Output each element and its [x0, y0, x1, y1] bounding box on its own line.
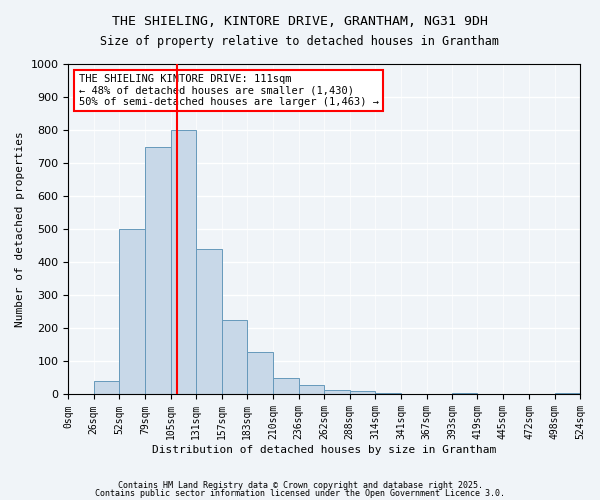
Text: Size of property relative to detached houses in Grantham: Size of property relative to detached ho… [101, 35, 499, 48]
Bar [196, 249, 221, 394]
Bar [145, 146, 171, 394]
X-axis label: Distribution of detached houses by size in Grantham: Distribution of detached houses by size … [152, 445, 496, 455]
Text: Contains HM Land Registry data © Crown copyright and database right 2025.: Contains HM Land Registry data © Crown c… [118, 481, 482, 490]
Text: THE SHIELING, KINTORE DRIVE, GRANTHAM, NG31 9DH: THE SHIELING, KINTORE DRIVE, GRANTHAM, N… [112, 15, 488, 28]
Bar [171, 130, 196, 394]
Bar [221, 320, 247, 394]
Y-axis label: Number of detached properties: Number of detached properties [15, 132, 25, 327]
Text: Contains public sector information licensed under the Open Government Licence 3.: Contains public sector information licen… [95, 488, 505, 498]
Bar [247, 352, 274, 395]
Bar [324, 390, 350, 394]
Text: THE SHIELING KINTORE DRIVE: 111sqm
← 48% of detached houses are smaller (1,430)
: THE SHIELING KINTORE DRIVE: 111sqm ← 48%… [79, 74, 379, 107]
Bar [274, 378, 299, 394]
Bar [94, 382, 119, 394]
Bar [375, 393, 401, 394]
Bar [554, 393, 580, 394]
Bar [452, 393, 478, 394]
Bar [350, 391, 375, 394]
Bar [119, 229, 145, 394]
Bar [299, 384, 324, 394]
